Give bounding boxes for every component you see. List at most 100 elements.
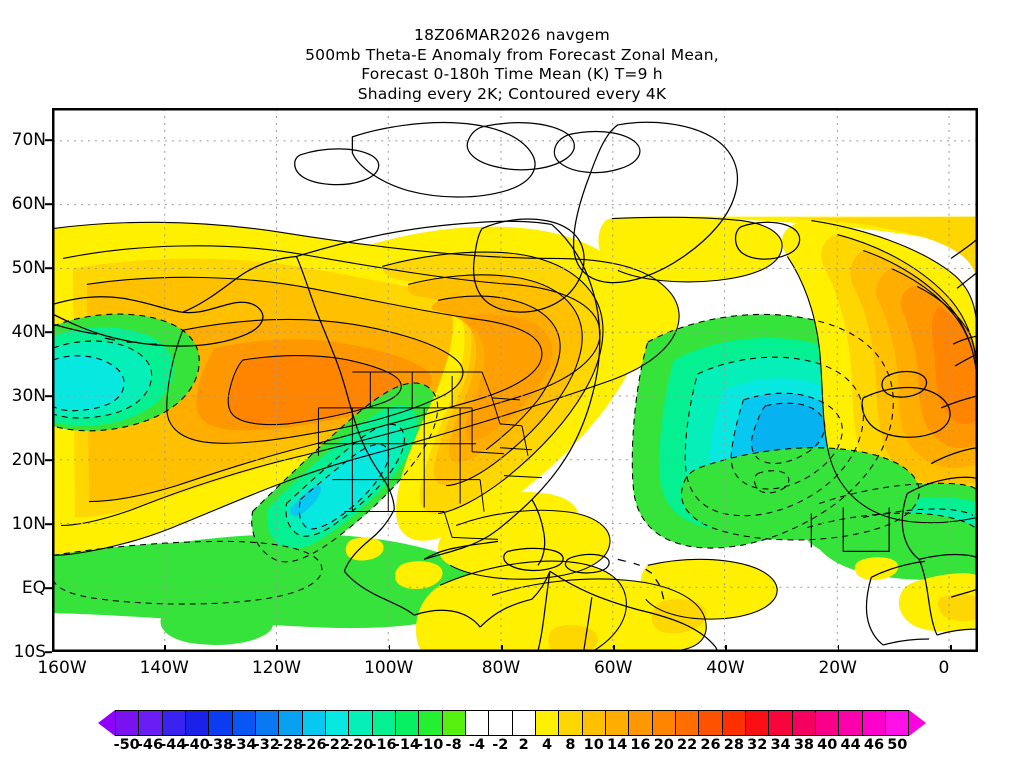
x-tick-label-0: 0 [938,658,950,678]
x-tick-label-40w: 40W [706,658,745,678]
x-tick-label-120w: 120W [251,658,302,678]
colorbar-swatch [674,710,699,736]
x-tick-mark [276,645,279,652]
negative-contour-layer [53,313,977,605]
colorbar-tick-label: -40 [183,737,210,753]
colorbar-tick-label: 26 [700,737,721,753]
x-tick-mark [52,645,54,652]
colorbar-swatch [418,710,442,736]
colorbar-tick-label: -34 [230,737,257,753]
y-tick-mark [45,587,52,589]
colorbar-swatch [721,710,745,736]
colorbar-swatch [838,710,862,736]
colorbar[interactable]: -50 -46 -44 -40 -38 -34 -32 -28 -26 -22 -20 -16 -14-… [98,710,926,753]
coastline-layer [53,121,977,651]
x-tick-mark [388,645,391,652]
y-tick-mark [45,139,52,141]
y-tick-label-30n: 30N [11,386,46,406]
x-tick-mark [500,645,503,652]
state-boundary-layer [317,371,542,540]
colorbar-tick-label: -32 [253,737,280,753]
colorbar-swatch [161,710,185,736]
colorbar-swatch [511,710,535,736]
colorbar-swatch [278,710,302,736]
colorbar-tick-label: 34 [770,737,791,753]
colorbar-tick-label: 38 [793,737,814,753]
x-tick-label-60w: 60W [593,658,633,678]
title-line-1: 18Z06MAR2026 navgem [414,26,610,44]
colorbar-tick-label: 10 [583,737,604,753]
colorbar-low-arrow [98,710,115,736]
colorbar-swatch [208,710,232,736]
colorbar-tick-label: 22 [677,737,698,753]
colorbar-tick-label: -22 [323,737,350,753]
colorbar-tick-label: -4 [468,737,486,753]
colorbar-tick-label: 8 [565,737,576,753]
y-tick-mark [45,651,52,653]
colorbar-tick-label: -8 [445,737,462,753]
colorbar-tick-label: -38 [206,737,234,753]
map-canvas [53,109,977,651]
colorbar-swatch [488,710,512,736]
x-tick-label-20w: 20W [818,658,857,678]
colorbar-tick-labels: -50 -46 -44 -40 -38 -34 -32 -28 -26 -22 -20 -16 -14-… [114,737,909,757]
colorbar-swatch [861,710,885,736]
colorbar-swatch [441,710,465,736]
colorbar-tick-label: 4 [541,737,553,753]
colorbar-tick-label: -46 [136,737,164,753]
y-tick-mark [45,523,52,525]
x-tick-label-80w: 80W [481,658,521,678]
colorbar-swatch [371,710,395,736]
x-tick-mark [949,645,952,652]
colorbar-tick-label: 46 [863,737,885,753]
colorbar-tick-label: -10 [417,737,444,753]
colorbar-high-arrow [909,710,926,736]
y-tick-mark [45,395,52,397]
colorbar-swatch [394,710,419,736]
colorbar-swatch [324,710,349,736]
colorbar-swatches [115,710,910,736]
y-tick-mark [45,203,52,205]
y-tick-label-10n: 10N [11,514,46,534]
y-axis: 70N 60N 50N 40N 30N 20N 10N EQ 10S [0,108,52,662]
x-tick-mark [164,645,166,652]
colorbar-swatch [604,710,629,736]
colorbar-swatch [651,710,675,736]
title-line-4: Shading every 2K; Contoured every 4K [357,84,667,103]
x-axis: 160W 140W 120W 100W 80W 60W 40W 20W 0 [37,645,978,686]
anomaly-shading-layer [53,216,977,651]
figure-title-block: 18Z06MAR2026 navgem 500mb Theta-E Anomal… [0,26,1024,104]
x-tick-mark [725,645,728,652]
colorbar-swatch [254,710,279,736]
x-tick-mark [837,645,840,652]
x-tick-label-140w: 140W [139,658,189,678]
colorbar-swatch [184,710,209,736]
colorbar-swatch [464,710,489,736]
x-tick-mark [613,645,615,652]
colorbar-tick-label: -28 [277,737,304,753]
colorbar-swatch [534,710,559,736]
y-tick-label-60n: 60N [11,194,46,214]
colorbar-swatch [698,710,722,736]
colorbar-tick-label: -16 [370,737,397,753]
x-tick-label-160w: 160W [37,658,87,678]
y-tick-label-40n: 40N [11,322,46,342]
colorbar-tick-label: 32 [747,737,768,753]
colorbar-swatch [791,710,815,736]
x-tick-label-100w: 100W [364,658,414,678]
colorbar-swatch [558,710,582,736]
y-tick-mark [45,267,52,269]
colorbar-swatch [884,710,910,736]
colorbar-swatch [744,710,769,736]
y-tick-label-eq: EQ [21,578,46,598]
colorbar-swatch [348,710,372,736]
y-tick-label-70n: 70N [11,130,46,150]
colorbar-tick-label: 2 [518,737,529,753]
colorbar-swatch [301,710,325,736]
colorbar-swatch [138,710,162,736]
colorbar-swatch [231,710,255,736]
colorbar-swatch [581,710,605,736]
colorbar-swatch [768,710,792,736]
colorbar-tick-label: 20 [653,737,674,753]
colorbar-tick-label: 16 [630,737,651,753]
